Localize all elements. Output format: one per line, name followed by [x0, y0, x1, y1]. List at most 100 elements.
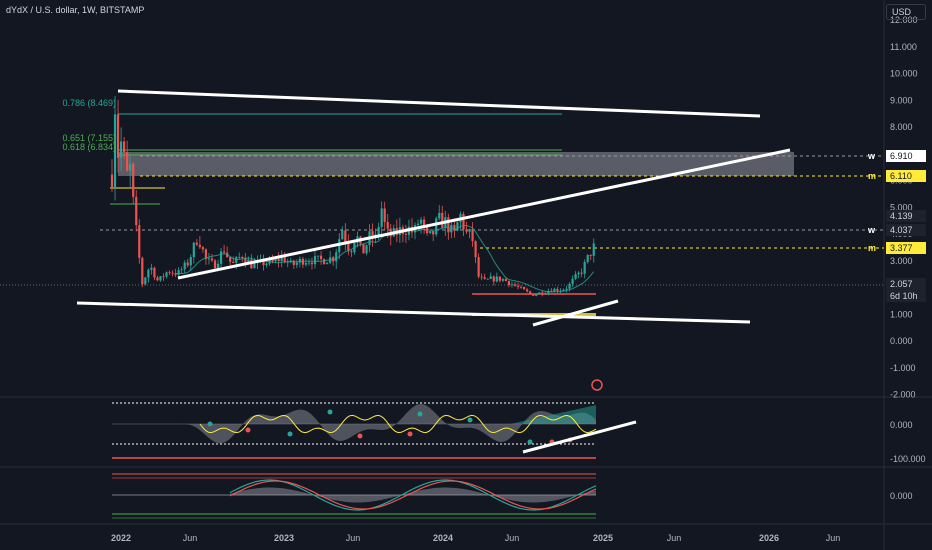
- candle-body[interactable]: [483, 277, 486, 279]
- candle-body[interactable]: [219, 251, 223, 264]
- candle-body[interactable]: [186, 262, 189, 266]
- upper-trendline[interactable]: [117, 89, 761, 118]
- candle-body[interactable]: [589, 254, 592, 256]
- candle-body[interactable]: [516, 285, 520, 287]
- candle-body[interactable]: [144, 277, 147, 285]
- oscillator-pane-2[interactable]: 0.000: [112, 473, 913, 519]
- candle-body[interactable]: [271, 259, 274, 262]
- candle-body[interactable]: [216, 263, 220, 269]
- candle-body[interactable]: [244, 257, 247, 263]
- candle-body[interactable]: [280, 256, 283, 262]
- candle-body[interactable]: [223, 251, 226, 253]
- candle-body[interactable]: [486, 278, 489, 280]
- candle-body[interactable]: [583, 262, 586, 274]
- candle-body[interactable]: [323, 259, 326, 265]
- candle-body[interactable]: [498, 276, 501, 281]
- candle-body[interactable]: [468, 229, 471, 232]
- candle-body[interactable]: [132, 163, 135, 197]
- candle-body[interactable]: [189, 257, 192, 266]
- candle-body[interactable]: [129, 163, 132, 171]
- candle-body[interactable]: [538, 292, 541, 295]
- candle-body[interactable]: [465, 229, 468, 232]
- candle-body[interactable]: [559, 290, 562, 292]
- candle-body[interactable]: [141, 257, 144, 285]
- candle-body[interactable]: [335, 252, 338, 262]
- candle-body[interactable]: [453, 224, 456, 231]
- candle-body[interactable]: [238, 257, 241, 258]
- candle-body[interactable]: [377, 227, 380, 235]
- candle-body[interactable]: [165, 272, 168, 277]
- candle-body[interactable]: [586, 254, 589, 263]
- candle-body[interactable]: [123, 141, 126, 153]
- candle-body[interactable]: [298, 258, 301, 263]
- candle-body[interactable]: [480, 276, 483, 278]
- candle-body[interactable]: [195, 242, 198, 245]
- candle-body[interactable]: [435, 218, 438, 235]
- candle-body[interactable]: [565, 288, 568, 290]
- candle-body[interactable]: [383, 208, 386, 223]
- candle-body[interactable]: [310, 262, 314, 265]
- candle-body[interactable]: [574, 274, 577, 279]
- candle-body[interactable]: [147, 269, 150, 278]
- candle-body[interactable]: [532, 293, 535, 296]
- candle-body[interactable]: [153, 267, 156, 278]
- candle-body[interactable]: [429, 231, 432, 234]
- candle-body[interactable]: [213, 260, 217, 269]
- candle-body[interactable]: [507, 281, 511, 286]
- candle-body[interactable]: [229, 257, 232, 262]
- candle-body[interactable]: [319, 255, 323, 260]
- candle-body[interactable]: [362, 243, 365, 254]
- candle-body[interactable]: [304, 262, 308, 265]
- candle-body[interactable]: [577, 272, 580, 275]
- candle-body[interactable]: [422, 219, 426, 228]
- candle-body[interactable]: [207, 258, 211, 260]
- candle-body[interactable]: [232, 261, 235, 263]
- candle-body[interactable]: [326, 262, 329, 265]
- candle-body[interactable]: [313, 256, 317, 265]
- candle-body[interactable]: [489, 276, 492, 279]
- price-axis[interactable]: 12.00011.00010.0009.0008.0007.0006.0005.…: [890, 15, 918, 400]
- candle-body[interactable]: [571, 278, 574, 284]
- candle-body[interactable]: [247, 259, 250, 263]
- candle-body[interactable]: [344, 230, 347, 242]
- candle-body[interactable]: [568, 283, 571, 289]
- candle-body[interactable]: [477, 257, 480, 277]
- candle-body[interactable]: [556, 288, 559, 291]
- candle-body[interactable]: [456, 222, 459, 231]
- candle-body[interactable]: [341, 230, 344, 240]
- candle-body[interactable]: [416, 223, 420, 226]
- candle-body[interactable]: [504, 278, 507, 282]
- candle-body[interactable]: [210, 258, 214, 261]
- candle-body[interactable]: [513, 284, 517, 286]
- currency-selector[interactable]: USD: [886, 4, 926, 20]
- candle-body[interactable]: [168, 272, 171, 274]
- candle-body[interactable]: [159, 276, 162, 281]
- candle-body[interactable]: [126, 152, 129, 171]
- candle-body[interactable]: [110, 174, 114, 188]
- candle-body[interactable]: [183, 262, 186, 270]
- candle-body[interactable]: [241, 257, 244, 258]
- candle-body[interactable]: [192, 242, 195, 258]
- candle-body[interactable]: [535, 294, 538, 296]
- candle-body[interactable]: [371, 231, 374, 239]
- candle-body[interactable]: [177, 270, 180, 275]
- candle-body[interactable]: [204, 249, 208, 259]
- candle-body[interactable]: [174, 273, 177, 275]
- main-price-pane[interactable]: 0.786 (8.469) 0.651 (7.155) 0.618 (6.834…: [0, 89, 884, 391]
- candle-body[interactable]: [474, 241, 477, 258]
- candle-body[interactable]: [116, 114, 120, 158]
- candle-body[interactable]: [529, 291, 532, 294]
- candle-body[interactable]: [447, 217, 450, 233]
- candle-body[interactable]: [201, 247, 204, 250]
- candle-body[interactable]: [274, 258, 277, 262]
- candle-body[interactable]: [438, 212, 441, 219]
- candle-body[interactable]: [526, 289, 529, 292]
- ascending-trendline[interactable]: [177, 148, 791, 280]
- candle-body[interactable]: [495, 276, 498, 282]
- candle-body[interactable]: [386, 222, 389, 229]
- candle-body[interactable]: [286, 262, 289, 263]
- candle-body[interactable]: [544, 293, 547, 295]
- candle-body[interactable]: [592, 243, 595, 256]
- candle-body[interactable]: [316, 255, 320, 257]
- candle-body[interactable]: [156, 277, 159, 281]
